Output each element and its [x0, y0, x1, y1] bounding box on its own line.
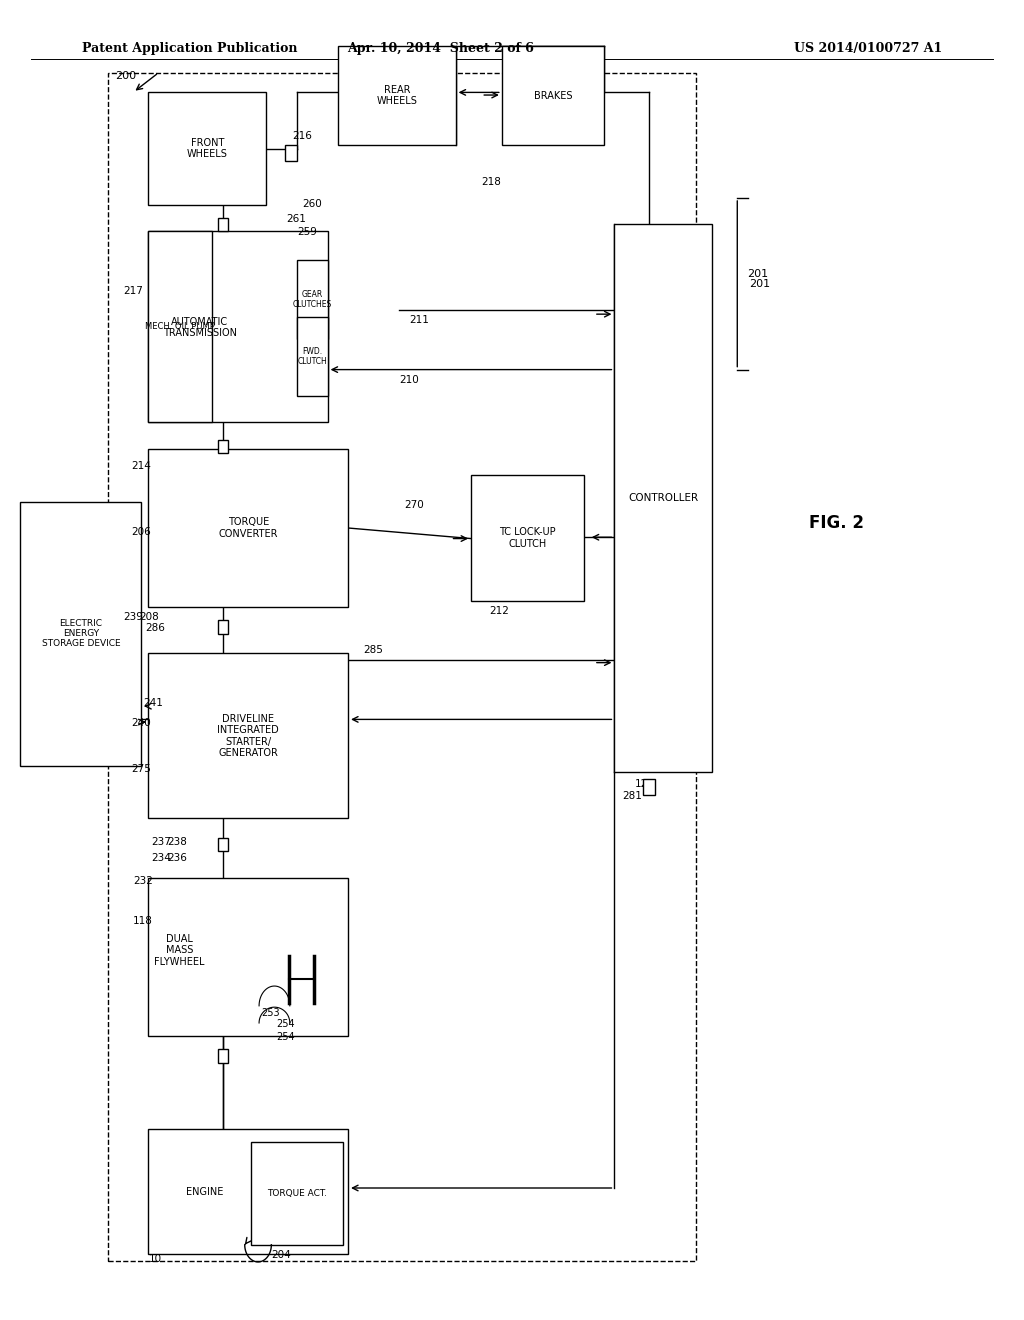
Bar: [251, 1142, 343, 1245]
Text: FWD.
CLUTCH: FWD. CLUTCH: [297, 347, 328, 366]
Bar: [218, 218, 228, 231]
Bar: [643, 779, 655, 795]
Bar: [338, 46, 456, 145]
Text: 118: 118: [133, 916, 153, 927]
Text: Apr. 10, 2014  Sheet 2 of 6: Apr. 10, 2014 Sheet 2 of 6: [347, 42, 534, 55]
Text: 217: 217: [123, 286, 142, 297]
Text: MECH. OIL PUMP: MECH. OIL PUMP: [145, 322, 215, 331]
Text: 200: 200: [115, 71, 136, 82]
Text: ELECTRIC
ENERGY
STORAGE DEVICE: ELECTRIC ENERGY STORAGE DEVICE: [42, 619, 120, 648]
Text: 232: 232: [133, 876, 153, 887]
Text: 211: 211: [410, 315, 429, 326]
Bar: [471, 475, 584, 601]
Text: CONTROLLER: CONTROLLER: [628, 494, 698, 503]
Text: 240: 240: [131, 718, 151, 729]
Text: 201: 201: [750, 279, 771, 289]
Text: 260: 260: [302, 199, 322, 210]
Text: FIG. 2: FIG. 2: [809, 513, 864, 532]
Bar: [218, 620, 228, 634]
Text: DUAL
MASS
FLYWHEEL: DUAL MASS FLYWHEEL: [154, 933, 205, 968]
Text: 270: 270: [404, 500, 424, 511]
Text: TORQUE
CONVERTER: TORQUE CONVERTER: [218, 517, 279, 539]
Text: 214: 214: [131, 461, 151, 471]
Text: 239: 239: [123, 612, 142, 623]
Text: REAR
WHEELS: REAR WHEELS: [377, 84, 417, 107]
Text: FRONT
WHEELS: FRONT WHEELS: [187, 137, 227, 160]
Text: 238: 238: [167, 837, 186, 847]
Text: 254: 254: [276, 1032, 295, 1043]
Bar: [218, 440, 228, 453]
Bar: [148, 92, 266, 205]
Text: TORQUE ACT.: TORQUE ACT.: [267, 1189, 327, 1197]
Text: 218: 218: [481, 177, 501, 187]
Text: Patent Application Publication: Patent Application Publication: [82, 42, 297, 55]
Text: 206: 206: [131, 527, 151, 537]
Text: 237: 237: [152, 837, 171, 847]
Text: 210: 210: [399, 375, 419, 385]
Text: 10: 10: [148, 1254, 162, 1265]
Text: 12: 12: [635, 779, 648, 789]
Text: 234: 234: [152, 853, 171, 863]
Bar: [148, 653, 348, 818]
Text: ENGINE: ENGINE: [186, 1187, 223, 1197]
Text: 208: 208: [139, 612, 159, 623]
Text: 259: 259: [297, 227, 316, 238]
Text: 281: 281: [623, 791, 642, 801]
Bar: [502, 46, 604, 145]
Bar: [218, 838, 228, 851]
Text: 286: 286: [145, 623, 165, 634]
Bar: [108, 73, 696, 1261]
Bar: [148, 1129, 348, 1254]
Text: 216: 216: [292, 131, 311, 141]
Text: 261: 261: [287, 214, 306, 224]
Text: 241: 241: [143, 698, 163, 709]
Bar: [148, 231, 212, 422]
Text: 253: 253: [261, 1008, 280, 1019]
Text: 254: 254: [276, 1019, 295, 1030]
Bar: [297, 260, 328, 339]
Text: 285: 285: [364, 645, 383, 656]
Text: BRAKES: BRAKES: [534, 91, 572, 100]
Bar: [148, 449, 348, 607]
Bar: [614, 224, 712, 772]
Text: US 2014/0100727 A1: US 2014/0100727 A1: [794, 42, 942, 55]
Text: 204: 204: [271, 1250, 291, 1261]
Text: 212: 212: [489, 606, 509, 616]
Text: 201: 201: [748, 269, 769, 280]
Text: 236: 236: [167, 853, 186, 863]
Bar: [218, 1049, 228, 1063]
Bar: [20, 502, 141, 766]
Bar: [297, 317, 328, 396]
Text: TC LOCK-UP
CLUTCH: TC LOCK-UP CLUTCH: [499, 527, 556, 549]
Bar: [148, 878, 348, 1036]
Text: AUTOMATIC
TRANSMISSION: AUTOMATIC TRANSMISSION: [163, 317, 237, 338]
Text: 275: 275: [131, 764, 151, 775]
Bar: [148, 231, 328, 422]
Text: GEAR
CLUTCHES: GEAR CLUTCHES: [293, 290, 332, 309]
Bar: [285, 145, 297, 161]
Text: DRIVELINE
INTEGRATED
STARTER/
GENERATOR: DRIVELINE INTEGRATED STARTER/ GENERATOR: [217, 714, 280, 758]
